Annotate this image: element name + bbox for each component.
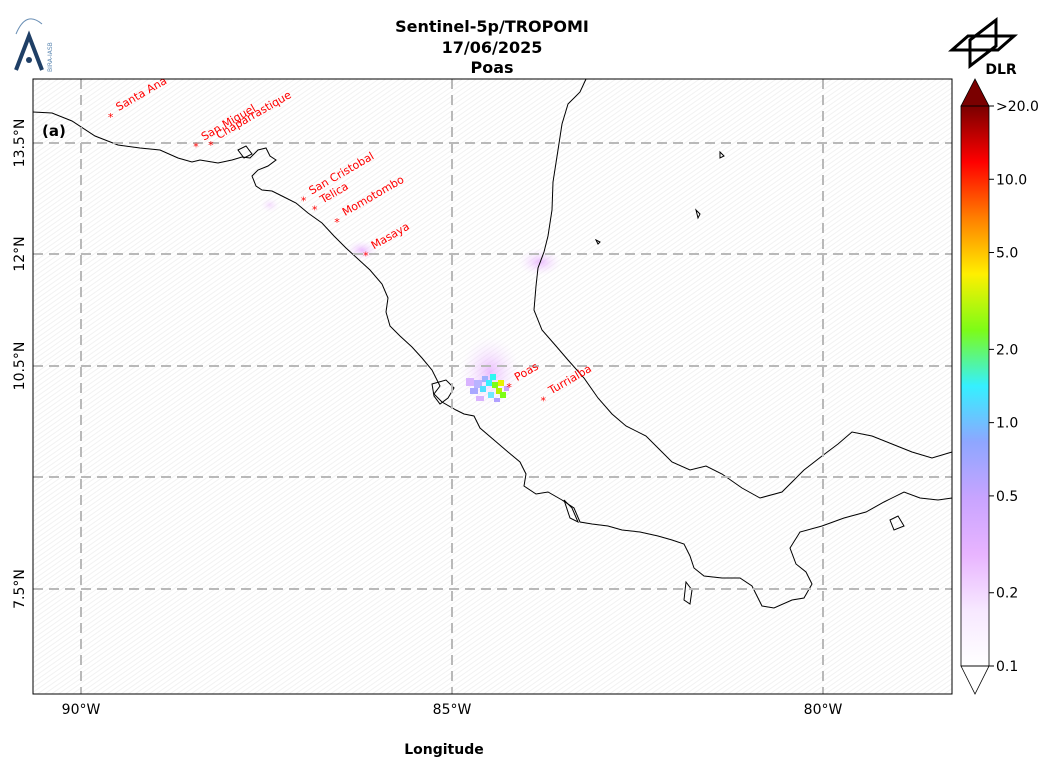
azuero-island [683,580,693,605]
volcano-marker: * [193,141,199,154]
map-plot-area: *Santa Ana*San Miguel*Chaparrastique*San… [32,74,953,695]
colorbar-max-extend [960,78,990,107]
nicoya-peninsula [431,379,455,405]
x-tick-90w: 90°W [62,702,101,718]
colorbar-gradient [961,106,989,666]
colorbar-frame [960,105,990,667]
caribbean-cay [695,208,701,220]
y-tick-7-5n: 7.5°N [12,569,28,609]
colorbar-tick-label: 5.0 [996,246,1018,262]
pearl-islands [889,515,905,531]
x-tick-80w: 80°W [804,702,843,718]
bira-logo: BIRA-IASB [14,18,54,72]
colorbar-tick-label: 0.2 [996,586,1018,602]
bira-logo-text: BIRA-IASB [47,42,54,72]
map-frame [32,78,953,695]
caribbean-coastline [533,78,953,499]
axis-ticks: 90°W 85°W 80°W 13.5°N 12°N 10.5°N 7.5°N [12,119,842,718]
so2-plume-poas [460,336,520,408]
volcano-marker: * [301,195,307,208]
colorbar-ticks: >20.0 10.0 5.0 2.0 1.0 0.5 0.2 0.1 [989,99,1039,675]
y-tick-12n: 12°N [12,236,28,271]
x-axis-label: Longitude [404,742,484,758]
colorbar-tick-label: 10.0 [996,172,1027,188]
colorbar-tick-label: 0.1 [996,659,1018,675]
x-tick-85w: 85°W [433,702,472,718]
coastlines [32,78,953,609]
y-tick-13-5n: 13.5°N [12,119,28,168]
volcano-marker: * [334,216,340,229]
colorbar: >20.0 10.0 5.0 2.0 1.0 0.5 0.2 0.1 [960,78,1039,695]
colorbar-min-extend [960,665,990,695]
volcano-marker: * [108,111,114,124]
caribbean-islet [594,238,601,245]
gulf-of-fonseca-island [237,145,253,159]
volcano-marker: * [312,204,318,217]
dlr-logo: DLR [948,16,1018,78]
volcano-marker: * [208,139,214,152]
osa-peninsula [563,499,579,524]
panel-label: (a) [42,122,66,140]
pacific-coastline [32,111,953,609]
so2-plume-nicaragua [260,197,280,213]
volcano-marker: * [506,381,512,394]
chart-date: 17/06/2025 [441,38,543,57]
corn-island [719,150,725,159]
dlr-logo-text: DLR [985,62,1017,78]
colorbar-tick-label: 2.0 [996,342,1018,358]
y-tick-10-5n: 10.5°N [12,342,28,391]
colorbar-tick-label: 0.5 [996,489,1018,505]
colorbar-tick-label: >20.0 [996,99,1039,115]
chart-volcano: Poas [470,58,514,77]
colorbar-tick-label: 1.0 [996,416,1018,432]
chart-title: Sentinel-5p/TROPOMI [395,17,589,36]
gridlines [33,79,952,694]
volcano-marker: * [541,395,547,408]
volcano-marker: * [363,249,369,262]
